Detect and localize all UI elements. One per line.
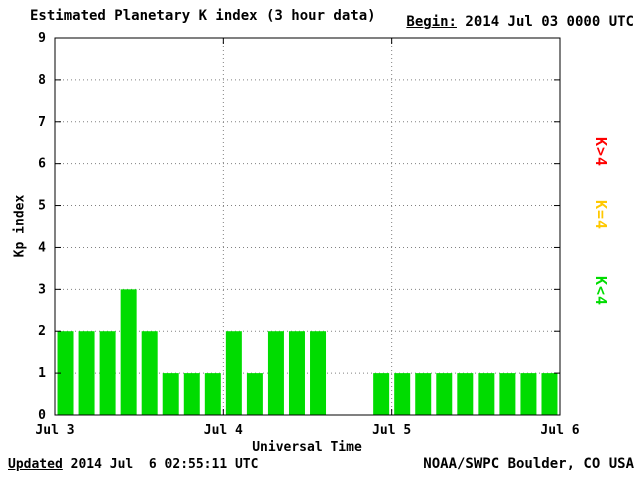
kp-bar [162, 373, 179, 415]
legend-label-k-equal-4: K=4 [592, 199, 610, 231]
kp-bar [57, 331, 74, 415]
kp-bar [288, 331, 305, 415]
legend-label-k-below-4: K<4 [592, 275, 610, 307]
kp-bar [141, 331, 158, 415]
kp-bar [436, 373, 453, 415]
updated-timestamp: Updated 2014 Jul 6 02:55:11 UTC [8, 457, 258, 472]
kp-bar [99, 331, 116, 415]
kp-bar [183, 373, 200, 415]
x-axis-label: Universal Time [252, 440, 362, 455]
y-tick-label: 1 [38, 366, 46, 381]
begin-label: Begin: [406, 14, 457, 30]
kp-bar [120, 289, 137, 415]
y-tick-label: 8 [38, 73, 46, 88]
y-tick-label: 2 [38, 324, 46, 339]
y-tick-label: 0 [38, 408, 46, 423]
kp-bar [78, 331, 95, 415]
kp-bar [394, 373, 411, 415]
kp-bar [204, 373, 221, 415]
kp-bar [225, 331, 242, 415]
chart-title: Estimated Planetary K index (3 hour data… [30, 8, 376, 24]
y-tick-label: 7 [38, 115, 46, 130]
y-tick-label: 5 [38, 199, 46, 214]
y-tick-label: 4 [38, 240, 46, 255]
y-tick-label: 3 [38, 282, 46, 297]
updated-value: 2014 Jul 6 02:55:11 UTC [62, 457, 259, 472]
kp-bar [457, 373, 474, 415]
legend-label-k-above-4: K>4 [592, 136, 610, 168]
kp-bar [520, 373, 537, 415]
credit-text: NOAA/SWPC Boulder, CO USA [423, 456, 634, 472]
y-axis-label: Kp index [12, 194, 28, 258]
kp-bar [246, 373, 263, 415]
x-tick-label: Jul 4 [204, 423, 243, 438]
kp-bar [499, 373, 516, 415]
kp-bar [541, 373, 558, 415]
y-tick-label: 9 [38, 31, 46, 46]
kp-bar [373, 373, 390, 415]
kp-bar [415, 373, 432, 415]
kp-bar [310, 331, 327, 415]
kp-bar [478, 373, 495, 415]
x-tick-label: Jul 5 [372, 423, 411, 438]
x-tick-label: Jul 6 [540, 423, 579, 438]
begin-value: 2014 Jul 03 0000 UTC [456, 14, 634, 30]
updated-label: Updated [8, 457, 63, 472]
plot-frame [54, 37, 561, 416]
x-tick-label: Jul 3 [35, 423, 74, 438]
begin-timestamp: Begin: 2014 Jul 03 0000 UTC [406, 14, 634, 30]
kp-bar [267, 331, 284, 415]
y-tick-label: 6 [38, 157, 46, 172]
